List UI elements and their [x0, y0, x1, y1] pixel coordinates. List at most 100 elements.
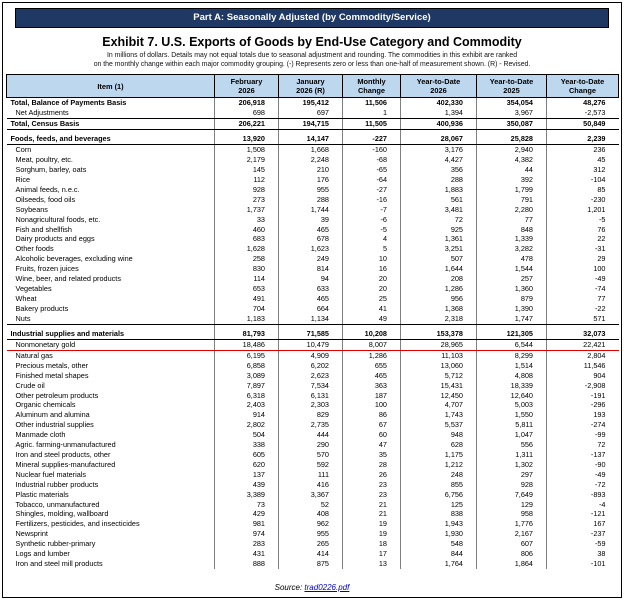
cell-value: 72 [546, 440, 619, 450]
row-label: Plastic materials [15, 489, 69, 499]
row-label: Other industrial supplies [15, 420, 94, 430]
table-row: Total, Balance of Payments Basis 206,918 1… [7, 97, 619, 109]
cell-value: 439 [214, 479, 279, 490]
cell-value: 838 [400, 509, 477, 520]
cell-value: 35 [342, 450, 401, 460]
cell-value: 1,390 [476, 303, 547, 314]
cell-value: 548 [400, 539, 477, 550]
row-label: Finished metal shapes [15, 370, 89, 380]
cell-value: 683 [214, 234, 279, 245]
cell-value: 248 [400, 469, 477, 480]
table-row: Tobacco, unmanufactured 73 52 21 125 129 -4 [7, 499, 619, 510]
cell-value: 3,282 [476, 244, 547, 255]
cell-value: -22 [546, 303, 619, 314]
cell-value: 121,305 [476, 329, 547, 341]
cell-value: 958 [476, 509, 547, 520]
cell-value: 1,628 [214, 244, 279, 255]
cell-value: 2,179 [214, 155, 279, 166]
cell-value: 1,201 [546, 204, 619, 215]
column-header: Year-to-Date 2025 [476, 74, 547, 99]
cell-value: 22 [546, 234, 619, 245]
cell-value: 2,802 [214, 420, 279, 431]
cell-value: 11,506 [342, 97, 401, 109]
cell-value: 11,505 [342, 118, 401, 130]
cell-value: 72 [400, 214, 477, 225]
table-row: Nuts 1,183 1,134 49 2,318 1,747 571 [6, 313, 619, 325]
cell-value: 392 [476, 175, 547, 185]
spacer-cell [476, 324, 547, 330]
row-label: Crude oil [15, 380, 45, 390]
cell-value: 19 [342, 519, 401, 530]
cell-value: 258 [214, 254, 279, 265]
row-label: Animal feeds, n.e.c. [15, 184, 80, 194]
spacer-cell [546, 129, 619, 135]
cell-value: 28,965 [400, 339, 477, 351]
row-label: Fish and shellfish [15, 224, 72, 234]
cell-value: 10,479 [278, 339, 343, 351]
cell-value: 208 [400, 274, 477, 284]
row-label: Iron and steel mill products [15, 558, 103, 568]
row-label: Manmade cloth [15, 430, 66, 440]
table-row: Industrial supplies and materials 81,793 7… [6, 329, 619, 341]
cell-value: 507 [400, 254, 477, 265]
cell-value: 431 [214, 549, 279, 559]
row-label: Wheat [15, 293, 37, 303]
cell-value: 844 [400, 549, 477, 559]
cell-value: 879 [476, 293, 547, 304]
cell-value: 655 [342, 360, 401, 371]
row-label: Net Adjustments [6, 108, 215, 120]
cell-value: 19 [342, 529, 401, 540]
source-link[interactable]: trad0226.pdf [304, 583, 350, 592]
cell-value: 145 [214, 165, 279, 176]
cell-value: 1,508 [214, 144, 279, 156]
cell-value: 974 [214, 529, 279, 540]
cell-value: 1,394 [400, 108, 477, 120]
cell-value: 1,360 [476, 284, 547, 294]
cell-value: 71,585 [278, 329, 343, 341]
cell-value: 85 [546, 184, 619, 195]
cell-value: -137 [546, 450, 619, 460]
cell-value: 94 [278, 274, 343, 284]
row-label: Dairy products and eggs [15, 234, 95, 244]
cell-value: 77 [476, 214, 547, 225]
cell-value: 8,299 [476, 350, 547, 361]
cell-value: -49 [546, 274, 619, 284]
cell-value: 112 [214, 175, 279, 185]
cell-value: 12,450 [400, 390, 477, 401]
cell-value: 2,239 [546, 134, 619, 146]
table-row: Plastic materials 3,389 3,367 23 6,756 7,649-… [7, 489, 619, 500]
cell-value: 3,481 [400, 204, 477, 215]
cell-value: 7,897 [214, 380, 279, 391]
table-row: Precious metals, other 6,858 6,202 655 13,06… [7, 360, 619, 371]
cell-value: 290 [278, 440, 343, 450]
cell-value: 2,804 [546, 350, 619, 361]
cell-value: 6,195 [214, 350, 279, 361]
cell-value: 465 [342, 370, 401, 381]
cell-value: 13,060 [400, 360, 477, 371]
cell-value: 363 [342, 380, 401, 391]
table-row: Meat, poultry, etc. 2,179 2,248 -68 4,427 4,3… [7, 155, 619, 166]
cell-value: -237 [546, 529, 619, 540]
cell-value: 1,930 [400, 529, 477, 540]
cell-value: 1,339 [476, 234, 547, 245]
row-label: Total, Census Basis [6, 118, 215, 130]
cell-value: 556 [476, 440, 547, 450]
row-label: Industrial rubber products [15, 479, 99, 489]
cell-value: 6,318 [214, 390, 279, 401]
cell-value: 465 [278, 293, 343, 304]
cell-value: -90 [546, 459, 619, 470]
row-label: Mineral supplies-manufactured [15, 459, 116, 469]
cell-value: -160 [342, 144, 401, 156]
cell-value: 5 [342, 244, 401, 255]
part-a-banner: Part A: Seasonally Adjusted (by Commodit… [15, 8, 609, 28]
cell-value: 354,054 [476, 97, 547, 109]
cell-value: 698 [214, 108, 279, 120]
table-row: Nuclear fuel materials 137 111 26 248 297 -49 [7, 469, 619, 480]
cell-value: -191 [546, 390, 619, 401]
cell-value: -49 [546, 469, 619, 480]
cell-value: 2,248 [278, 155, 343, 166]
column-header: Year-to-Date Change [546, 74, 619, 99]
cell-value: 914 [214, 410, 279, 421]
cell-value: 3,251 [400, 244, 477, 255]
row-label: Iron and steel products, other [15, 450, 111, 459]
